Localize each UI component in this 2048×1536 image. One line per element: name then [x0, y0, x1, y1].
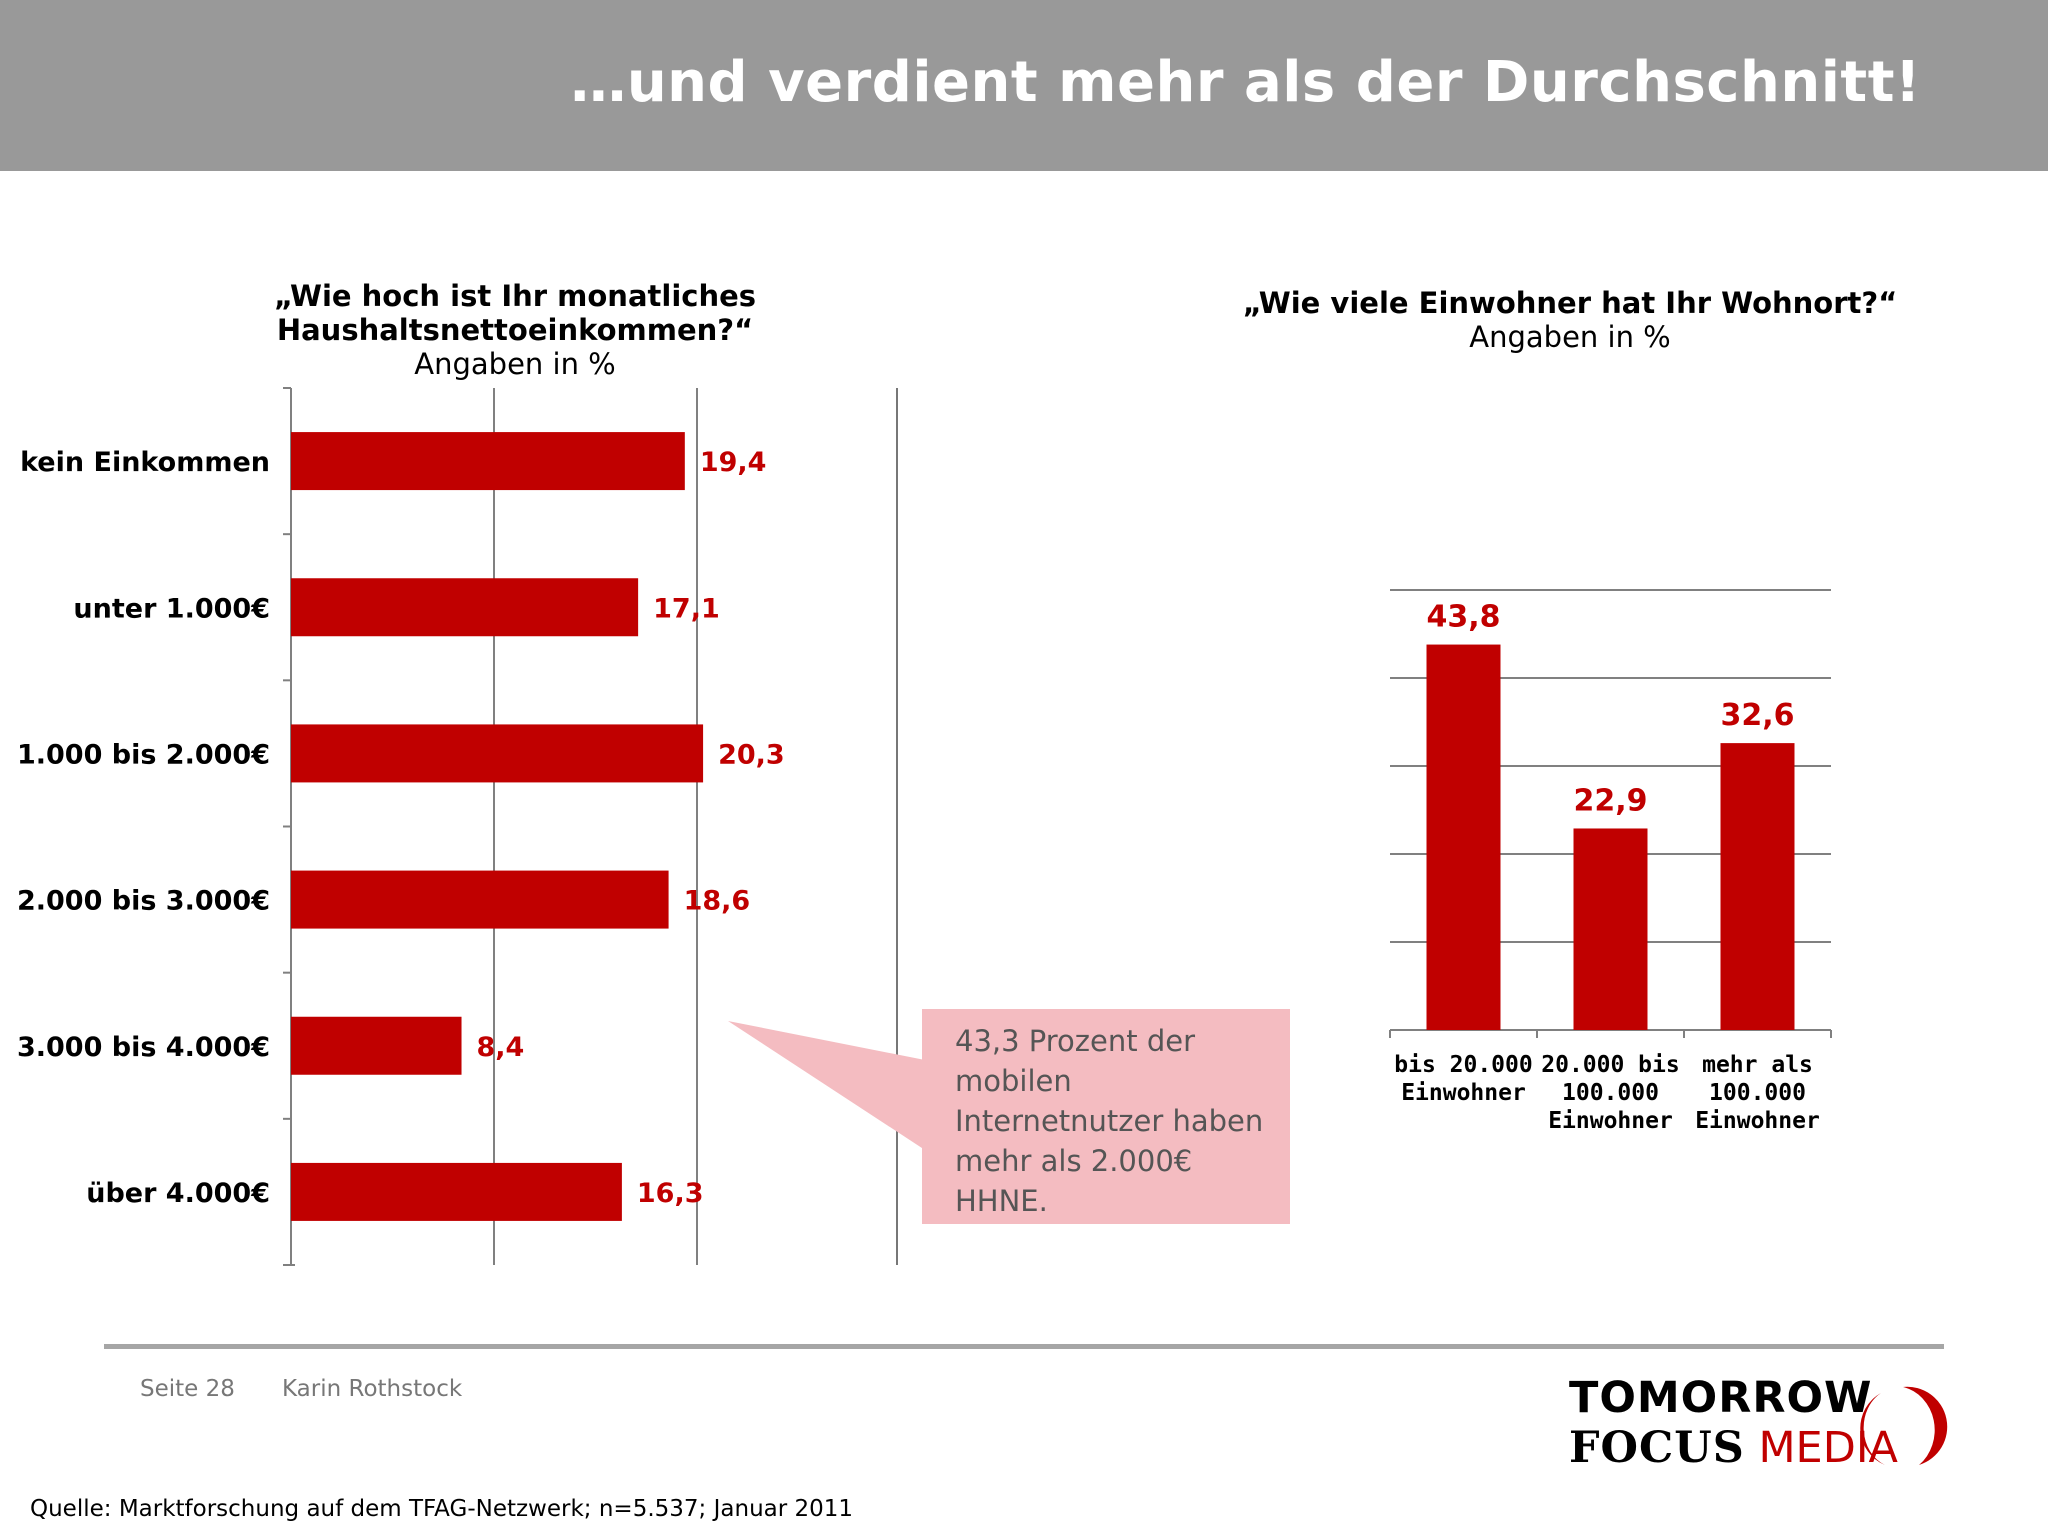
income-value-label: 20,3 [718, 739, 785, 770]
income-value-label: 8,4 [477, 1032, 525, 1063]
population-category-label: Einwohner [1695, 1108, 1820, 1134]
population-category-label: 100.000 [1562, 1080, 1659, 1106]
logo-word-tomorrow: TOMORROW [1569, 1373, 1873, 1423]
income-bar [291, 870, 669, 929]
author-name: Karin Rothstock [282, 1376, 463, 1402]
population-value-label: 22,9 [1573, 783, 1647, 818]
footer-divider [104, 1344, 1944, 1349]
population-category-label: 20.000 bis [1541, 1052, 1679, 1078]
population-category-label: Einwohner [1401, 1080, 1526, 1106]
income-value-label: 18,6 [684, 886, 751, 917]
company-logo: TOMORROW FOCUS MEDIA [1569, 1373, 1949, 1473]
logo-ring-icon [1860, 1386, 1948, 1465]
callout-text: 43,3 Prozent der mobilen Internetnutzer … [955, 1024, 1264, 1218]
income-bar [291, 432, 685, 491]
income-chart-heading: „Wie hoch ist Ihr monatliches Haushaltsn… [215, 279, 815, 381]
income-value-label: 17,1 [653, 593, 720, 624]
income-category-label: unter 1.000€ [73, 593, 270, 624]
population-bar [1720, 743, 1795, 1030]
population-category-label: Einwohner [1548, 1108, 1673, 1134]
chart-divider [896, 388, 898, 1265]
source-note: Quelle: Marktforschung auf dem TFAG-Netz… [30, 1496, 854, 1522]
page-title: …und verdient mehr als der Durchschnitt! [570, 50, 1921, 115]
income-value-label: 16,3 [637, 1178, 704, 1209]
population-value-label: 43,8 [1426, 600, 1500, 635]
income-category-label: 2.000 bis 3.000€ [17, 886, 270, 917]
logo-line-focus-media: FOCUS MEDIA [1569, 1423, 1898, 1473]
income-value-label: 19,4 [700, 447, 767, 478]
income-chart-title: „Wie hoch ist Ihr monatliches Haushaltsn… [273, 279, 757, 347]
income-bar [291, 1162, 622, 1221]
population-category-label: mehr als [1702, 1052, 1813, 1078]
population-bar [1573, 828, 1648, 1030]
callout-box: 43,3 Prozent der mobilen Internetnutzer … [922, 1009, 1290, 1224]
population-category-label: bis 20.000 [1394, 1052, 1532, 1078]
population-chart-subtitle: Angaben in % [1469, 320, 1671, 354]
header-bar: …und verdient mehr als der Durchschnitt! [0, 0, 2048, 171]
population-chart-heading: „Wie viele Einwohner hat Ihr Wohnort?“ A… [1170, 286, 1970, 354]
population-category-label: 100.000 [1709, 1080, 1806, 1106]
logo-word-media: MEDIA [1758, 1423, 1898, 1473]
page-number: Seite 28 [140, 1376, 235, 1402]
population-bar [1426, 644, 1501, 1030]
population-chart-title: „Wie viele Einwohner hat Ihr Wohnort?“ [1242, 286, 1898, 320]
income-bar [291, 724, 704, 783]
logo-word-focus: FOCUS [1569, 1423, 1745, 1473]
income-chart-subtitle: Angaben in % [414, 347, 616, 381]
income-category-label: kein Einkommen [20, 447, 270, 478]
income-bar [291, 578, 639, 637]
income-bar [291, 1016, 462, 1075]
income-category-label: 3.000 bis 4.000€ [17, 1032, 270, 1063]
population-value-label: 32,6 [1720, 698, 1794, 733]
income-category-label: über 4.000€ [86, 1178, 270, 1209]
income-category-label: 1.000 bis 2.000€ [17, 739, 270, 770]
